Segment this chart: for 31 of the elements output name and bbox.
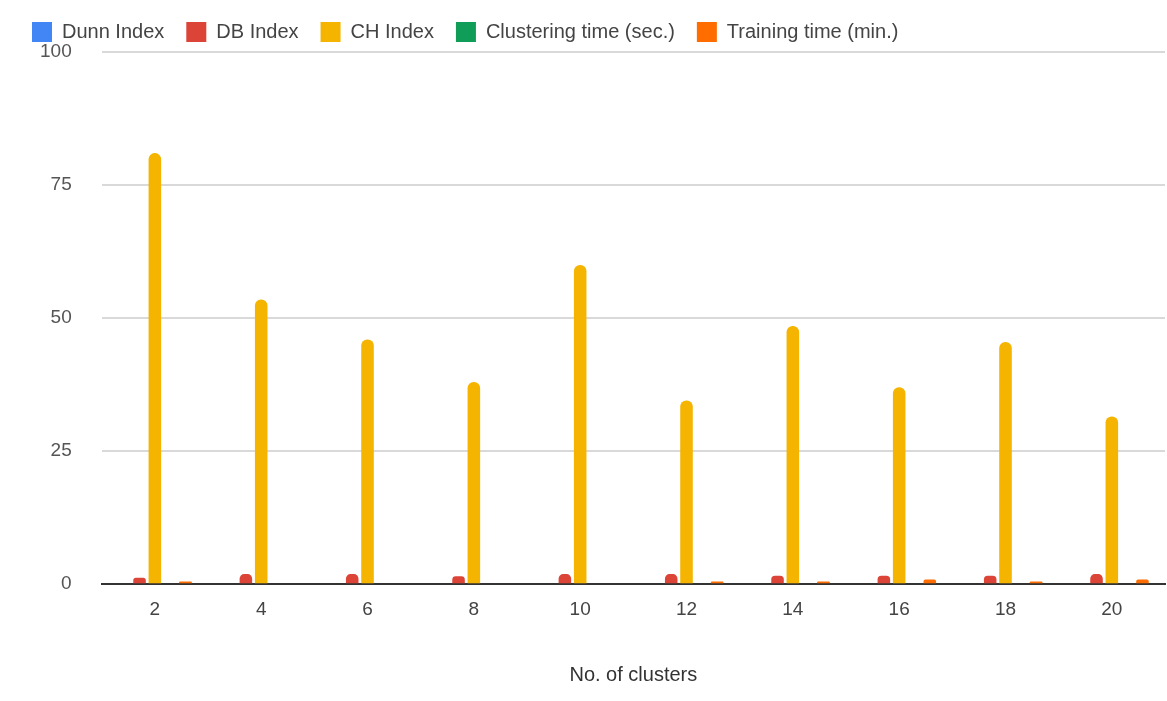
x-tick-label: 2 xyxy=(149,597,161,619)
bar xyxy=(573,264,587,584)
x-tick-label: 18 xyxy=(994,597,1017,619)
x-tick-label: 16 xyxy=(888,597,910,619)
legend-label: CH Index xyxy=(350,19,434,42)
bar xyxy=(254,299,268,584)
bar xyxy=(1105,416,1119,584)
bar xyxy=(999,342,1012,584)
x-tick-label: 12 xyxy=(675,597,698,619)
legend-label: Clustering time (sec.) xyxy=(485,19,675,42)
x-tick-label: 14 xyxy=(782,597,804,619)
x-tick-label: 10 xyxy=(569,597,591,619)
bar xyxy=(786,326,800,584)
x-tick-label: 6 xyxy=(362,597,373,619)
bar xyxy=(467,381,481,584)
y-tick-label: 25 xyxy=(50,439,72,461)
y-tick-label: 75 xyxy=(50,173,72,195)
bar xyxy=(892,387,906,584)
legend-label: Training time (min.) xyxy=(726,19,899,42)
y-tick-label: 0 xyxy=(61,572,72,594)
bar xyxy=(148,153,162,584)
legend-label: DB Index xyxy=(216,19,299,42)
legend-label: Dunn Index xyxy=(62,19,165,42)
bar xyxy=(680,400,693,584)
y-tick-label: 50 xyxy=(50,306,72,328)
x-tick-label: 8 xyxy=(468,597,480,619)
x-axis-title: No. of clusters xyxy=(569,662,698,685)
x-tick-label: 20 xyxy=(1101,597,1123,619)
y-tick-label: 100 xyxy=(40,40,72,62)
x-tick-label: 4 xyxy=(255,597,267,619)
bar xyxy=(361,339,374,584)
